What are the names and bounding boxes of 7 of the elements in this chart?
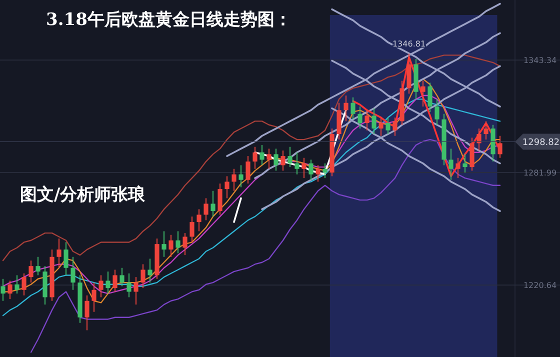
text: 3.18午后欧盘黄金日线走势图： (46, 10, 292, 30)
y-tick-label: 1220.64 (523, 281, 557, 290)
annotation: 1346.81 (392, 40, 426, 49)
y-tick-label: 1343.34 (523, 56, 557, 66)
notes: 图文/分析师张琅 (20, 185, 146, 205)
y-tick-label: 1281.99 (523, 168, 557, 178)
ref-line-label: 1298.82 (522, 138, 560, 148)
